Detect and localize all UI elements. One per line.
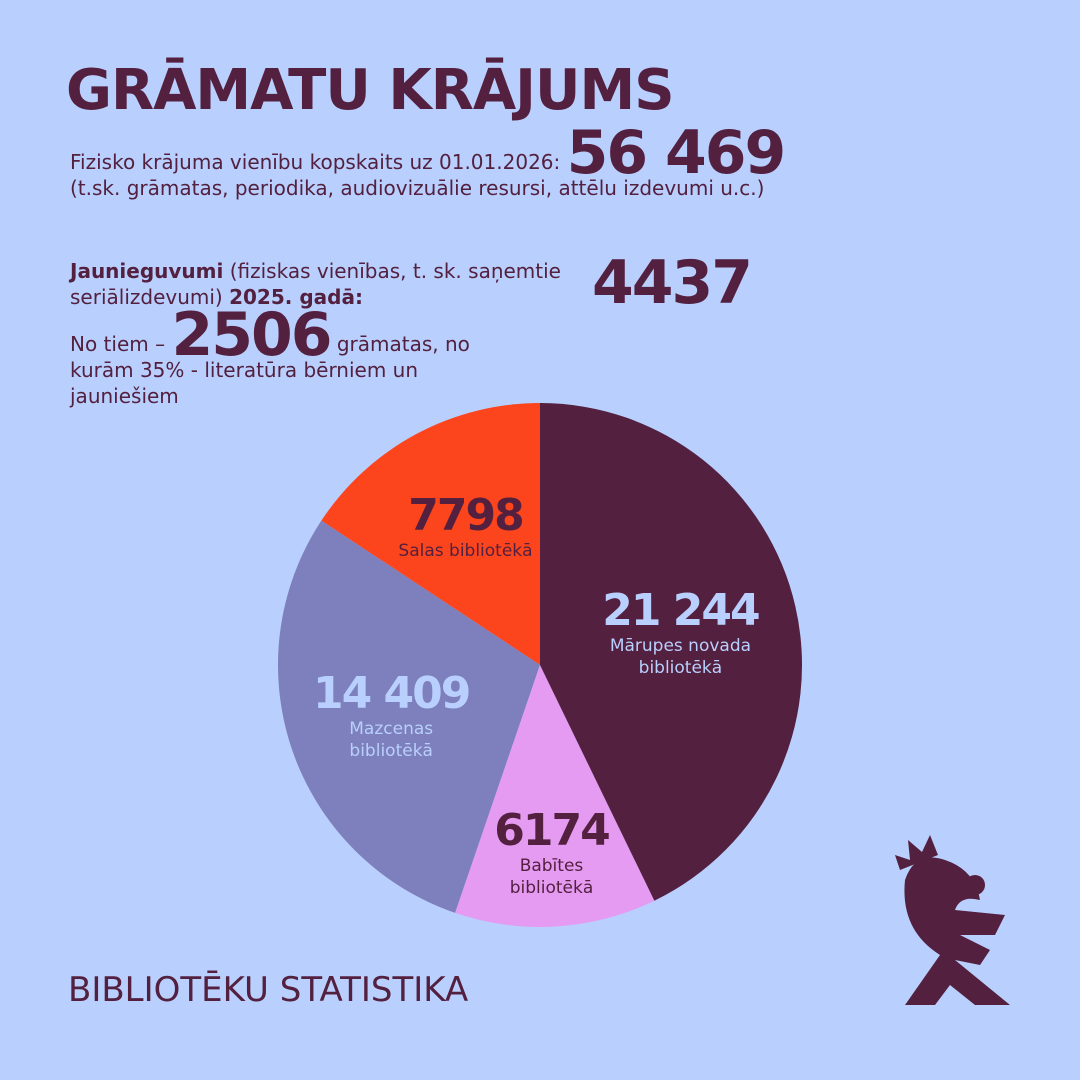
total-block: Fizisko krājuma vienību kopskaits uz 01.…: [70, 123, 950, 201]
acq-block: Jaunieguvumi (fiziskas vienības, t. sk. …: [70, 258, 590, 310]
slice-label: 14 409 Mazcenas bibliotēkā: [301, 667, 481, 762]
books-block: No tiem – 2506 grāmatas, no kurām 35% - …: [70, 305, 490, 409]
slice-label: 21 244 Mārupes novada bibliotēkā: [590, 584, 770, 679]
category-label: Mazcenas bibliotēkā: [349, 718, 434, 761]
value-label: 21 244: [602, 584, 760, 636]
value-label: 14 409: [313, 667, 471, 719]
acq-year: 2025. gadā:: [229, 285, 363, 309]
books-prefix: No tiem –: [70, 332, 166, 356]
value-label: 7798: [408, 489, 524, 541]
pie-slice: [321, 403, 540, 665]
acq-lead: Jaunieguvumi: [70, 259, 224, 283]
pie-slice: [455, 665, 655, 928]
footer: BIBLIOTĒKU STATISTIKA: [68, 970, 469, 1010]
title: GRĀMATU KRĀJUMS: [66, 58, 675, 123]
slice-label: 6174 Babītes bibliotēkā: [461, 807, 641, 899]
total-text: Fizisko krājuma vienību kopskaits uz 01.…: [70, 150, 561, 174]
category-label: Mārupes novada bibliotēkā: [609, 635, 752, 678]
logo: [895, 835, 1010, 1005]
total-value: 56 469: [566, 118, 787, 188]
pie-slice: [540, 403, 802, 901]
pie-slice: [277, 520, 540, 913]
acq-value: 4437: [592, 248, 753, 318]
category-label: Salas bibliotēkā: [398, 540, 533, 561]
books-suffix: grāmatas, no kurām 35% - literatūra bērn…: [70, 332, 470, 408]
books-value: 2506: [171, 300, 332, 370]
slice-label: 7798 Salas bibliotēkā: [376, 489, 556, 562]
category-label: Babītes bibliotēkā: [509, 856, 594, 899]
total-note: (t.sk. grāmatas, periodika, audiovizuāli…: [70, 176, 765, 200]
acq-text: (fiziskas vienības, t. sk. saņemtie seri…: [70, 259, 561, 309]
value-label: 6174: [494, 805, 610, 857]
